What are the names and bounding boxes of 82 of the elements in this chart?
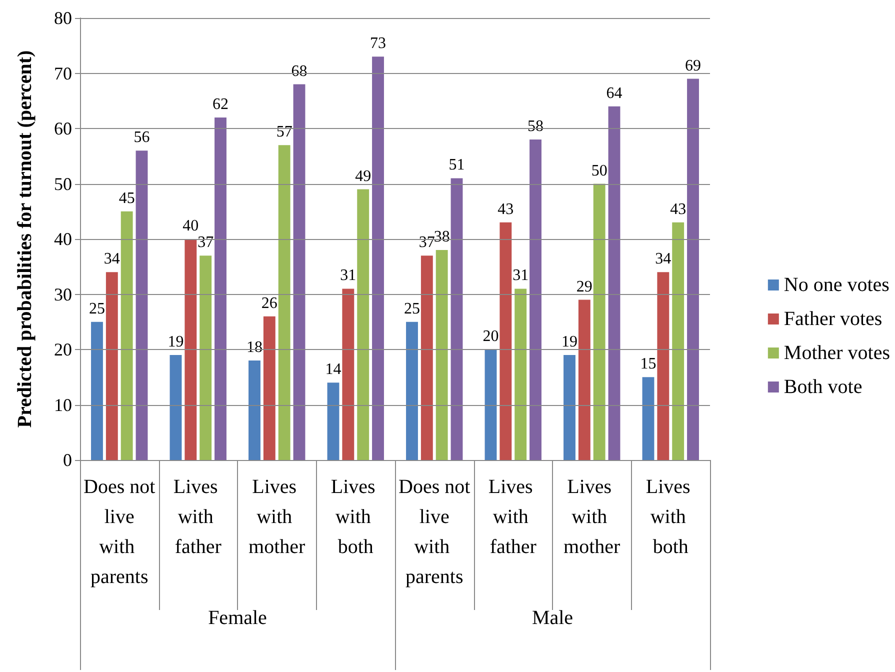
bar <box>342 288 354 460</box>
data-label: 19 <box>561 334 578 351</box>
bar <box>278 145 290 460</box>
bar <box>484 350 497 460</box>
bar <box>672 222 684 460</box>
data-label: 73 <box>370 35 386 52</box>
y-tick-label: 50 <box>54 174 72 194</box>
data-label: 15 <box>640 356 656 373</box>
bar <box>263 316 276 460</box>
x-tick-label: Does not live with parents <box>84 476 156 588</box>
y-tick-label: 40 <box>54 229 72 249</box>
bar <box>327 382 340 460</box>
x-tick-label: Lives with both <box>646 476 696 558</box>
bar <box>436 250 448 460</box>
bar <box>420 256 433 460</box>
y-tick-label: 60 <box>54 118 72 138</box>
bar <box>170 355 182 460</box>
bar <box>450 178 463 460</box>
data-label: 14 <box>325 361 342 378</box>
y-tick-label: 30 <box>54 284 72 304</box>
legend-label: Father votes <box>784 308 882 330</box>
data-label: 29 <box>576 278 592 296</box>
x-tick-label: Lives with father <box>488 476 538 558</box>
data-label: 31 <box>512 267 529 284</box>
data-label: 49 <box>355 168 372 185</box>
data-label: 45 <box>118 190 135 207</box>
bar <box>184 239 197 460</box>
data-label: 20 <box>482 328 499 345</box>
bar <box>564 355 576 460</box>
bar <box>608 106 620 460</box>
bar <box>200 256 212 460</box>
x-tick-label: Lives with mother <box>248 476 306 558</box>
bar <box>500 222 512 460</box>
bar <box>687 78 699 460</box>
bar <box>642 377 654 460</box>
data-label: 31 <box>340 267 356 284</box>
bar <box>530 140 542 460</box>
data-label: 19 <box>168 334 184 351</box>
bar <box>593 184 606 460</box>
bar <box>372 56 384 460</box>
data-label: 40 <box>182 218 199 234</box>
bar <box>578 300 590 460</box>
y-tick-label: 10 <box>54 394 72 415</box>
bar <box>514 288 527 460</box>
y-tick-label: 80 <box>54 8 72 28</box>
legend-label: No one votes <box>784 274 890 296</box>
data-label: 43 <box>670 200 686 218</box>
text: Male <box>532 607 574 629</box>
bar <box>293 84 306 460</box>
data-label: 37 <box>418 234 435 252</box>
y-tick-label: 20 <box>54 340 72 360</box>
bar <box>91 322 103 460</box>
data-label: 25 <box>88 300 105 318</box>
x-tick-label: Does not live with parents <box>398 476 471 588</box>
data-label: 62 <box>212 96 229 113</box>
y-tick-label: 0 <box>63 450 72 470</box>
legend-label: Both vote <box>784 376 862 398</box>
x-tick-label: Lives with mother <box>564 476 621 558</box>
data-label: 34 <box>104 250 120 268</box>
bar <box>248 360 260 460</box>
bar <box>214 117 226 460</box>
data-label: 69 <box>685 57 702 74</box>
data-label: 26 <box>261 294 278 312</box>
legend-label: Mother votes <box>784 342 890 364</box>
data-label: 43 <box>498 200 514 218</box>
x-tick-label: Lives with both <box>330 476 380 558</box>
data-label: 64 <box>606 84 622 102</box>
bar <box>406 322 418 460</box>
data-label: 51 <box>448 156 465 174</box>
text: Female <box>208 607 268 629</box>
bar <box>120 211 133 460</box>
bar <box>136 150 148 460</box>
data-label: 34 <box>655 250 672 268</box>
y-tick-label: 70 <box>54 63 72 84</box>
bar <box>357 189 370 460</box>
data-label: 50 <box>591 162 608 180</box>
bar <box>657 272 670 460</box>
bar <box>106 272 118 460</box>
data-label: 25 <box>404 300 420 318</box>
x-tick-label: Lives with father <box>173 476 223 558</box>
data-label: 56 <box>134 129 150 146</box>
y-axis-title: Predicted probabilities for turnout (percent) <box>14 50 36 428</box>
